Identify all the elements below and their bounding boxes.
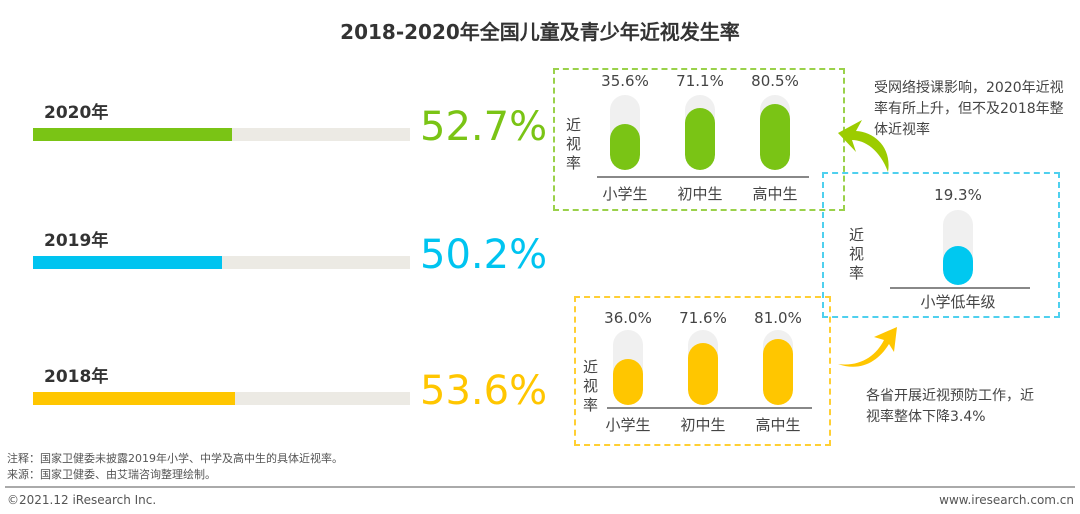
pill-bar (685, 108, 715, 170)
category-label: 小学生 (605, 416, 651, 434)
year-label: 2019年 (44, 231, 109, 251)
y-axis-label: 近视率 (583, 358, 599, 414)
bar-value-label: 50.2% (420, 232, 548, 278)
value-label: 19.3% (934, 186, 982, 204)
category-label: 高中生 (755, 416, 801, 434)
pill-bar (763, 338, 793, 405)
pill-track (688, 330, 718, 405)
green-arrow-icon (838, 120, 889, 172)
y-axis-label: 近视率 (849, 226, 865, 282)
category-label: 小学低年级 (920, 293, 996, 311)
panel-2018 (574, 296, 831, 446)
chart-title: 2018-2020年全国儿童及青少年近视发生率 (340, 20, 740, 44)
pill-track (610, 95, 640, 170)
bar-track (33, 128, 410, 141)
year-label: 2018年 (44, 367, 109, 387)
pill-bar (943, 246, 973, 285)
baseline (890, 287, 1030, 289)
value-label: 71.6% (679, 309, 727, 327)
copyright: ©2021.12 iResearch Inc. (7, 493, 157, 507)
category-label: 初中生 (680, 416, 726, 434)
bar-track (33, 256, 410, 269)
value-label: 36.0% (604, 309, 652, 327)
yellow-arrow-icon (838, 327, 897, 367)
bar-fill (33, 128, 232, 141)
category-label: 高中生 (752, 185, 798, 203)
pill-bar (760, 103, 790, 170)
bar-track (33, 392, 410, 405)
annotation-2020: 受网络授课影响，2020年近视率有所上升，但不及2018年整体近视率 (874, 80, 1064, 138)
pill-track (685, 95, 715, 170)
pill-track (760, 95, 790, 170)
category-label: 初中生 (677, 185, 723, 203)
value-label: 80.5% (751, 72, 799, 90)
baseline (597, 176, 809, 178)
year-label: 2020年 (44, 103, 109, 123)
website: www.iresearch.com.cn (939, 493, 1074, 507)
source: 来源：国家卫健委、由艾瑞咨询整理绘制。 (7, 468, 216, 481)
value-label: 81.0% (754, 309, 802, 327)
panel-2019 (822, 172, 1060, 318)
y-axis-label: 近视率 (566, 116, 582, 172)
pill-track (613, 330, 643, 405)
baseline (607, 407, 812, 409)
pill-bar (613, 358, 643, 405)
footnote: 注释：国家卫健委未披露2019年小学、中学及高中生的具体近视率。 (7, 452, 343, 465)
annotation-2018: 各省开展近视预防工作，近视率整体下降3.4% (866, 388, 1034, 425)
bar-value-label: 53.6% (420, 368, 548, 414)
bar-value-label: 52.7% (420, 104, 548, 150)
category-label: 小学生 (602, 185, 648, 203)
pill-track (763, 330, 793, 405)
bar-fill (33, 392, 236, 405)
pill-bar (610, 123, 640, 170)
pill-bar (688, 342, 718, 405)
value-label: 35.6% (601, 72, 649, 90)
bar-fill (33, 256, 223, 269)
divider (5, 486, 1075, 488)
pill-track (943, 210, 973, 285)
panel-2020 (553, 68, 845, 211)
value-label: 71.1% (676, 72, 724, 90)
